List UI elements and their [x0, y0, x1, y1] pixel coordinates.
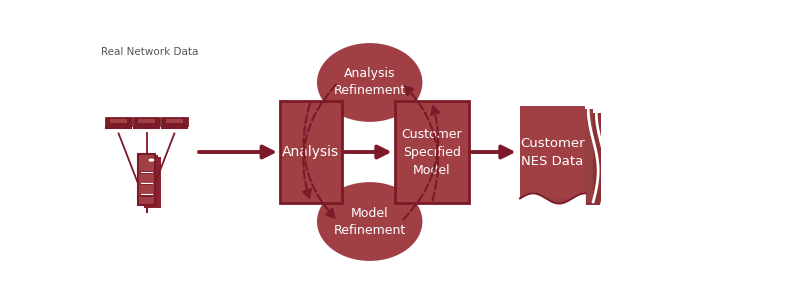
- Text: Analysis
Refinement: Analysis Refinement: [334, 67, 406, 98]
- Text: Customer
NES Data: Customer NES Data: [520, 137, 585, 167]
- Ellipse shape: [317, 182, 422, 261]
- FancyBboxPatch shape: [140, 171, 153, 174]
- FancyBboxPatch shape: [394, 101, 469, 203]
- Text: Real Network Data: Real Network Data: [101, 47, 198, 57]
- FancyBboxPatch shape: [137, 126, 156, 127]
- Text: Analysis: Analysis: [282, 145, 339, 159]
- FancyBboxPatch shape: [166, 119, 183, 123]
- Ellipse shape: [317, 43, 422, 122]
- FancyBboxPatch shape: [141, 156, 158, 206]
- FancyBboxPatch shape: [110, 119, 127, 123]
- FancyBboxPatch shape: [138, 119, 155, 123]
- FancyBboxPatch shape: [140, 194, 153, 197]
- FancyBboxPatch shape: [536, 113, 602, 205]
- FancyBboxPatch shape: [134, 127, 158, 128]
- FancyBboxPatch shape: [106, 118, 131, 125]
- FancyBboxPatch shape: [144, 157, 162, 208]
- Circle shape: [150, 159, 154, 161]
- FancyBboxPatch shape: [140, 182, 153, 185]
- FancyBboxPatch shape: [280, 101, 342, 203]
- FancyBboxPatch shape: [162, 127, 186, 128]
- Polygon shape: [520, 193, 585, 209]
- FancyBboxPatch shape: [134, 118, 158, 125]
- FancyBboxPatch shape: [109, 126, 129, 127]
- Text: Model
Refinement: Model Refinement: [334, 206, 406, 237]
- FancyBboxPatch shape: [162, 118, 186, 125]
- FancyBboxPatch shape: [528, 109, 594, 202]
- Text: Customer
Specified
Model: Customer Specified Model: [402, 128, 462, 176]
- FancyBboxPatch shape: [165, 126, 184, 127]
- FancyBboxPatch shape: [106, 127, 131, 128]
- FancyBboxPatch shape: [138, 154, 155, 205]
- FancyBboxPatch shape: [520, 106, 585, 198]
